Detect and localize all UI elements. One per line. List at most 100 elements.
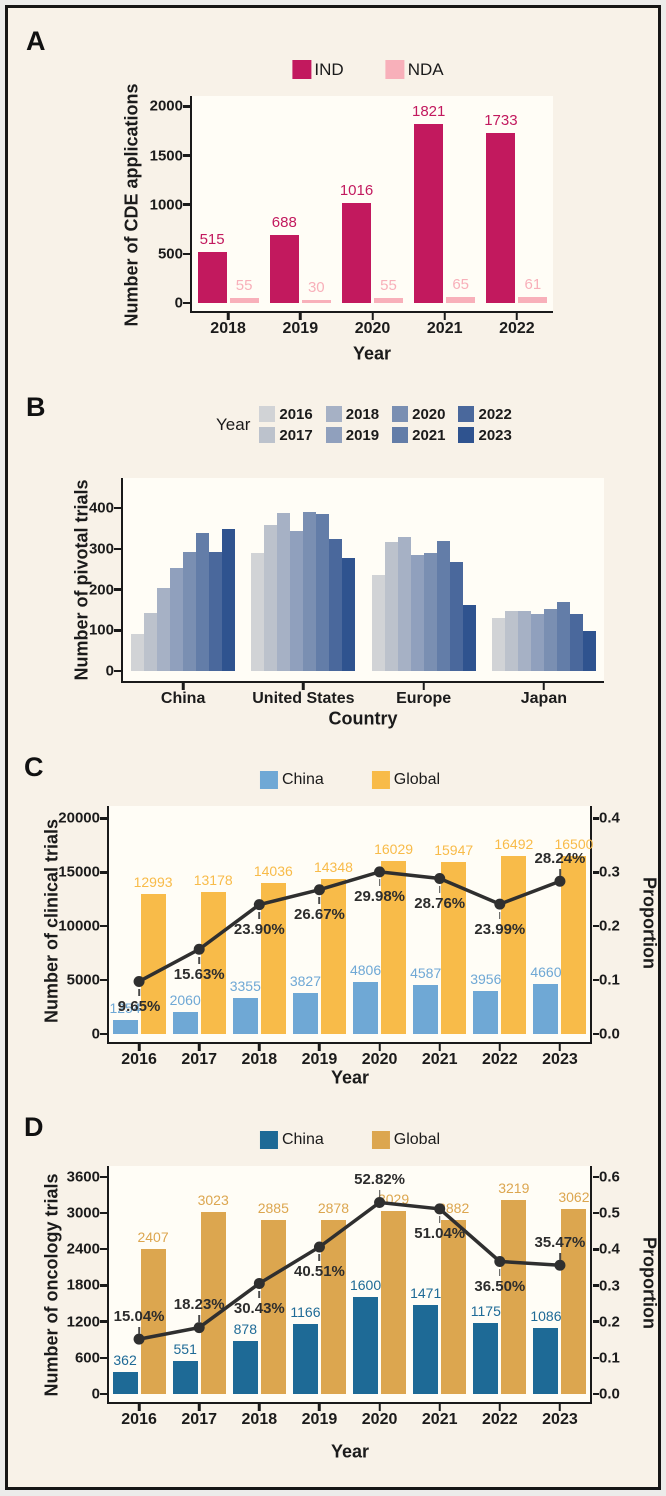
x-tick-mark <box>558 1042 562 1051</box>
y-tick-mark <box>100 1356 107 1360</box>
value-label-nda-2019: 30 <box>307 279 325 297</box>
y-tick-label: 500 <box>157 245 183 263</box>
legend-label: Global <box>393 1131 441 1148</box>
x-tick-label-2022: 2022 <box>482 1411 518 1428</box>
y-tick-label: 20000 <box>58 809 100 827</box>
y-tick-label: 0 <box>105 662 114 680</box>
value-label-global-2018: 14036 <box>253 862 293 879</box>
right-tick-mark <box>592 1248 599 1251</box>
value-label-global-2019: 2878 <box>317 1200 350 1217</box>
y-tick-mark <box>100 1032 107 1036</box>
right-tick-mark <box>592 1211 599 1215</box>
legend-item-2017: 2017 <box>259 427 313 443</box>
proportion-label-connector <box>378 879 381 887</box>
x-tick-mark <box>258 1402 261 1411</box>
panel-label-a: A <box>26 26 46 56</box>
chart-a: 0 500 1000 1500 2000 515 55 2018 688 30 2019 1016 55… <box>150 96 553 337</box>
bar-china-2021 <box>413 984 439 1034</box>
x-tick-label-2020: 2020 <box>354 320 391 337</box>
bar-china-2022 <box>473 991 499 1034</box>
bar-global-2023 <box>561 856 587 1034</box>
value-label-global-2016: 12993 <box>133 873 173 890</box>
y-tick-label: 2000 <box>149 97 183 115</box>
proportion-label-connector <box>198 956 200 964</box>
proportion-label-2020: 52.82% <box>354 1170 405 1188</box>
bar-china-2016 <box>112 1020 138 1034</box>
right-tick-mark <box>592 817 599 820</box>
proportion-label-connector <box>198 1315 200 1323</box>
value-label-global-2016: 2407 <box>137 1228 169 1245</box>
value-label-china-2019: 1166 <box>290 1303 321 1320</box>
legend-a: IND NDA <box>292 60 444 79</box>
x-tick-mark <box>197 1042 201 1051</box>
value-label-china-2017: 551 <box>173 1340 197 1357</box>
proportion-label-connector <box>138 988 140 996</box>
right-tick-mark <box>592 1392 599 1396</box>
legend-item-nda: NDA <box>385 60 444 79</box>
legend-label: 2023 <box>478 426 512 444</box>
value-label-ind-2018: 515 <box>199 231 225 249</box>
bar-nda-2021 <box>446 296 476 303</box>
y-tick-mark <box>183 301 190 305</box>
x-tick-label-2022: 2022 <box>499 320 535 337</box>
value-label-global-2019: 14348 <box>313 859 353 876</box>
chart-d: 0 600 1200 1800 2400 3000 3600 0.0 0.1 0.2 0.3 0.4 0… <box>67 1166 620 1428</box>
right-tick-label: 0.0 <box>599 1025 620 1043</box>
y-tick-label: 400 <box>88 499 114 517</box>
legend-label: IND <box>314 60 344 79</box>
panel-label-c: C <box>24 752 44 782</box>
legend-swatch-china <box>259 771 278 789</box>
bar-global-2018 <box>260 882 286 1034</box>
bar-ind-2019 <box>269 235 299 303</box>
legend-item-2018: 2018 <box>325 405 380 423</box>
legend-label: Global <box>393 771 441 788</box>
value-label-ind-2022: 1733 <box>484 111 518 129</box>
bar-global-2019 <box>320 879 346 1034</box>
bar-2016-United States <box>251 552 265 671</box>
y-tick-mark <box>100 1320 107 1323</box>
value-label-ind-2021: 1821 <box>412 102 446 120</box>
bar-2021-China <box>196 532 210 671</box>
x-tick-mark <box>378 1402 381 1411</box>
y-tick-label: 1000 <box>149 196 183 214</box>
x-tick-label-2016: 2016 <box>121 1051 157 1068</box>
y-tick-label: 1200 <box>66 1313 100 1331</box>
value-label-nda-2020: 55 <box>380 276 397 294</box>
bar-2023-United States <box>342 557 356 671</box>
x-axis-title-a: Year <box>352 343 392 364</box>
legend-label: NDA <box>407 60 444 79</box>
bar-2017-United States <box>264 525 278 671</box>
x-tick-label-2022: 2022 <box>482 1051 518 1068</box>
legend-swatch-2020 <box>392 406 409 422</box>
legend-label: 2018 <box>345 405 380 423</box>
x-tick-label-2016: 2016 <box>121 1411 157 1428</box>
x-tick-mark <box>226 311 230 320</box>
value-label-china-2021: 4587 <box>410 964 442 981</box>
bar-2016-Japan <box>491 618 505 671</box>
bar-nda-2020 <box>374 297 403 303</box>
right-tick-mark <box>592 1175 599 1179</box>
bar-2020-United States <box>303 512 317 671</box>
x-tick-label-2019: 2019 <box>301 1411 338 1428</box>
right-tick-mark <box>592 1320 599 1323</box>
x-tick-label-japan: Japan <box>520 690 567 707</box>
x-tick-label-2019: 2019 <box>301 1051 338 1068</box>
x-tick-mark <box>438 1402 441 1411</box>
value-label-china-2019: 3827 <box>289 972 322 989</box>
value-label-china-2023: 4660 <box>530 963 562 980</box>
x-tick-label-2023: 2023 <box>542 1051 578 1068</box>
x-tick-label-2018: 2018 <box>241 1411 278 1428</box>
bar-ind-2021 <box>414 123 444 303</box>
value-label-china-2023: 1086 <box>530 1308 562 1325</box>
x-tick-mark <box>542 681 546 690</box>
x-tick-mark <box>318 1042 321 1051</box>
bar-global-2021 <box>441 1220 467 1394</box>
proportion-label-2022: 36.50% <box>474 1278 526 1295</box>
y-tick-label: 300 <box>88 540 114 558</box>
bar-china-2017 <box>172 1011 198 1034</box>
legend-swatch-2018 <box>325 406 342 422</box>
value-label-global-2021: 15947 <box>434 842 474 859</box>
y-tick-mark <box>114 506 121 510</box>
bar-china-2023 <box>533 1328 559 1394</box>
bar-nda-2022 <box>518 297 548 303</box>
